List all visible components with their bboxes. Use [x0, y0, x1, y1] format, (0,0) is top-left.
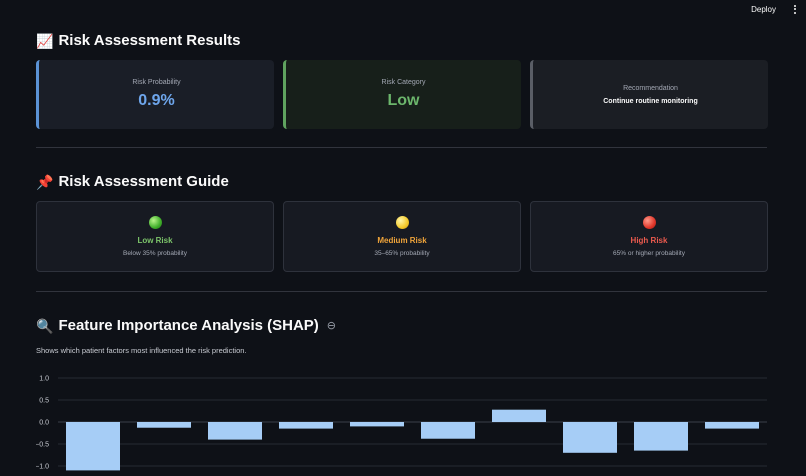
guide-cards: Low Risk Below 35% probability Medium Ri… [36, 201, 768, 272]
guide-title: Risk Assessment Guide [58, 173, 229, 190]
shap-bar[interactable] [66, 422, 120, 471]
results-heading: 📈 Risk Assessment Results [36, 32, 240, 49]
divider [36, 147, 767, 148]
risk-category-label: Risk Category [381, 79, 426, 86]
high-risk-title: High Risk [630, 236, 668, 245]
results-title: Risk Assessment Results [58, 32, 241, 49]
shap-bar-chart: 1.0 0.5 0.0 −0.5 −1.0 [36, 376, 767, 471]
medium-risk-title: Medium Risk [377, 236, 427, 245]
shap-subtitle: Shows which patient factors most influen… [36, 346, 247, 355]
shap-bar[interactable] [279, 422, 333, 429]
shap-heading: 🔍 Feature Importance Analysis (SHAP) ⊖ [36, 317, 336, 334]
magnifying-glass-icon: 🔍 [36, 317, 54, 334]
medium-risk-card: Medium Risk 35–65% probability [283, 201, 521, 272]
shap-bar[interactable] [137, 422, 191, 428]
y-tick-label: 0.0 [39, 420, 49, 427]
medium-risk-desc: 35–65% probability [374, 250, 430, 257]
results-cards: Risk Probability 0.9% Risk Category Low … [36, 60, 768, 129]
y-tick-label: −0.5 [36, 442, 49, 449]
low-risk-desc: Below 35% probability [123, 250, 187, 257]
red-circle-icon [642, 216, 656, 229]
recommendation-value: Continue routine monitoring [603, 97, 698, 105]
shap-bar[interactable] [421, 422, 475, 439]
green-circle-icon [148, 216, 162, 229]
chart-increasing-icon: 📈 [36, 32, 54, 49]
y-tick-label: −1.0 [36, 464, 49, 471]
risk-probability-label: Risk Probability [132, 79, 181, 86]
shap-bar[interactable] [563, 422, 617, 453]
pushpin-icon: 📌 [36, 173, 54, 190]
low-risk-title: Low Risk [137, 236, 173, 245]
risk-category-value: Low [387, 92, 420, 109]
kebab-menu-icon[interactable] [792, 3, 798, 16]
shap-title: Feature Importance Analysis (SHAP) [58, 317, 319, 334]
recommendation-label: Recommendation [623, 84, 678, 92]
link-icon[interactable]: ⊖ [326, 320, 337, 332]
high-risk-desc: 65% or higher probability [613, 250, 685, 257]
shap-bar[interactable] [492, 409, 546, 422]
y-tick-label: 0.5 [39, 398, 49, 405]
y-tick-label: 1.0 [39, 376, 49, 383]
high-risk-card: High Risk 65% or higher probability [530, 201, 768, 272]
shap-bar[interactable] [634, 422, 688, 451]
guide-heading: 📌 Risk Assessment Guide [36, 173, 229, 190]
divider [36, 291, 767, 292]
top-bar: Deploy [0, 0, 806, 18]
risk-category-card: Risk Category Low [283, 60, 521, 129]
deploy-button[interactable]: Deploy [745, 3, 782, 16]
shap-bar[interactable] [350, 422, 404, 427]
risk-probability-value: 0.9% [138, 92, 175, 109]
recommendation-card: Recommendation Continue routine monitori… [530, 60, 768, 129]
risk-probability-card: Risk Probability 0.9% [36, 60, 274, 129]
yellow-circle-icon [395, 216, 409, 229]
low-risk-card: Low Risk Below 35% probability [36, 201, 274, 272]
shap-bar[interactable] [208, 422, 262, 440]
shap-bar[interactable] [705, 422, 759, 429]
